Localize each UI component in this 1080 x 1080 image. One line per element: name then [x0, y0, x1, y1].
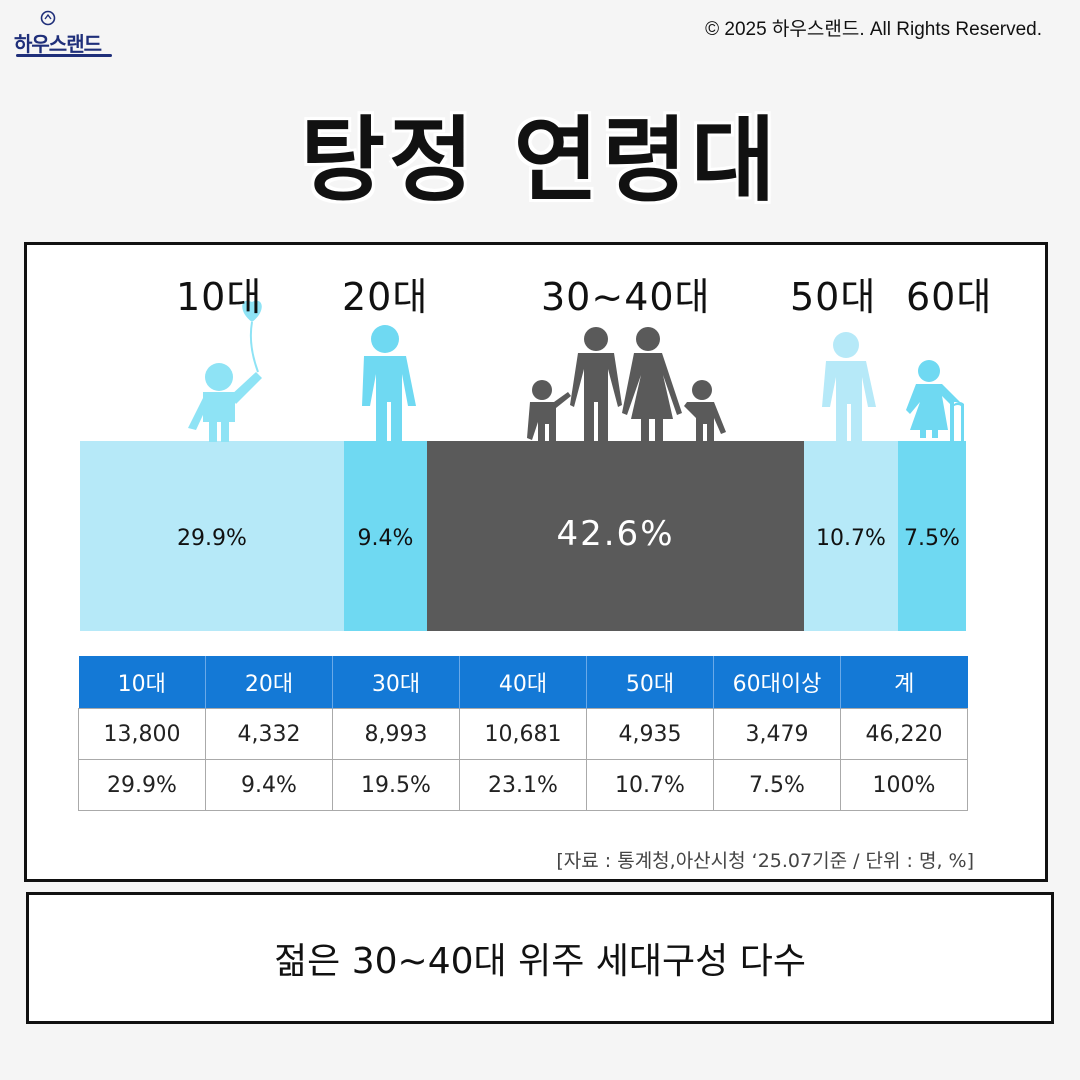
table-cell: 100% [840, 759, 968, 811]
bar-10s-value-label: 29.9% [177, 526, 247, 551]
population-table: 10대 20대 30대 40대 50대 60대이상 계 13,800 4,332… [78, 656, 968, 811]
table-cell: 9.4% [205, 759, 333, 811]
table-cell: 4,332 [205, 708, 333, 760]
brand-logo: 하우스랜드 [14, 10, 114, 58]
bar-10s [80, 441, 344, 631]
age-label-10s: 10대 [176, 275, 263, 319]
logo-underline [16, 54, 112, 57]
summary-text: 젊은 30~40대 위주 세대구성 다수 [274, 941, 806, 982]
table-cell: 10.7% [586, 759, 714, 811]
table-cell: 10,681 [459, 708, 587, 760]
table-header-cell: 40대 [459, 656, 587, 709]
bar-20s-value-label: 9.4% [358, 526, 414, 551]
table-cell: 7.5% [713, 759, 841, 811]
table-header-cell: 계 [840, 656, 968, 709]
table-header-cell: 60대이상 [713, 656, 841, 709]
table-header-cell: 50대 [586, 656, 714, 709]
source-note: [자료 : 통계청,아산시청 ‘25.07기준 / 단위 : 명, %] [556, 850, 974, 872]
copyright-text: © 2025 하우스랜드. All Rights Reserved. [705, 19, 1042, 40]
table-cell: 4,935 [586, 708, 714, 760]
bar-60s [898, 441, 966, 631]
page-title: 탕정 연령대 [300, 107, 780, 214]
bar-30s-40s-value-label: 42.6% [556, 514, 674, 554]
table-cell: 13,800 [78, 708, 206, 760]
table-cell: 19.5% [332, 759, 460, 811]
table-cell: 3,479 [713, 708, 841, 760]
table-row-count: 13,800 4,332 8,993 10,681 4,935 3,479 46… [78, 708, 968, 760]
table-row-percent: 29.9% 9.4% 19.5% 23.1% 10.7% 7.5% 100% [78, 759, 968, 811]
table-cell: 29.9% [78, 759, 206, 811]
table-header-row: 10대 20대 30대 40대 50대 60대이상 계 [78, 656, 968, 709]
table-header-cell: 20대 [205, 656, 333, 709]
table-header-cell: 10대 [78, 656, 206, 709]
bar-30s-40s [427, 441, 804, 631]
bar-50s [804, 441, 898, 631]
age-label-30s-40s: 30~40대 [541, 275, 711, 319]
bar-20s [344, 441, 427, 631]
bar-60s-value-label: 7.5% [904, 526, 960, 551]
adult-person-icon [362, 325, 416, 442]
older-adult-icon [822, 332, 876, 442]
age-label-60s: 60대 [906, 275, 993, 319]
logo-text: 하우스랜드 [14, 32, 102, 56]
summary-panel: 젊은 30~40대 위주 세대구성 다수 [26, 892, 1054, 1024]
elderly-with-cane-icon [906, 360, 964, 442]
table-cell: 46,220 [840, 708, 968, 760]
family-icon [527, 327, 726, 444]
logo-mark-icon [40, 10, 56, 26]
table-cell: 8,993 [332, 708, 460, 760]
age-label-20s: 20대 [342, 275, 429, 319]
table-header-cell: 30대 [332, 656, 460, 709]
child-with-balloon-icon [188, 300, 262, 442]
table-cell: 23.1% [459, 759, 587, 811]
age-distribution-chart: 29.9% 9.4% 42.6% 10.7% 7.5% [80, 300, 966, 631]
age-label-50s: 50대 [790, 275, 877, 319]
bar-50s-value-label: 10.7% [816, 526, 886, 551]
